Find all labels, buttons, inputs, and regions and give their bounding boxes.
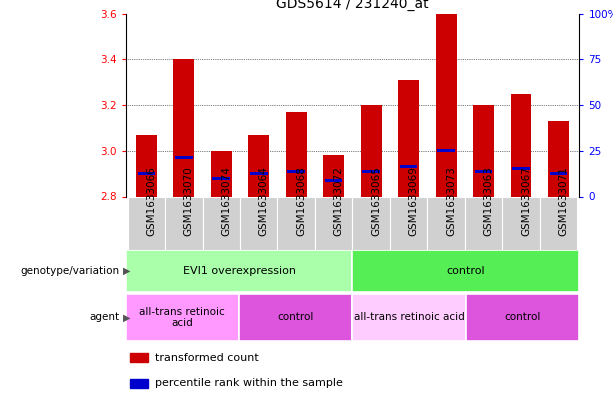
Bar <box>248 135 269 196</box>
Bar <box>325 179 343 182</box>
Bar <box>315 196 352 250</box>
Bar <box>361 105 381 196</box>
Bar <box>427 196 465 250</box>
Bar <box>473 105 494 196</box>
Bar <box>352 196 390 250</box>
Text: GSM1633065: GSM1633065 <box>371 166 381 236</box>
Text: control: control <box>504 312 541 322</box>
Bar <box>400 165 417 168</box>
Bar <box>286 112 306 196</box>
Bar <box>511 94 531 196</box>
Bar <box>549 121 569 196</box>
Text: GSM1633064: GSM1633064 <box>259 166 268 236</box>
Text: GSM1633074: GSM1633074 <box>221 166 231 236</box>
Text: GSM1633072: GSM1633072 <box>333 166 344 236</box>
Bar <box>175 156 192 159</box>
Bar <box>250 172 267 175</box>
Bar <box>550 172 568 175</box>
Text: control: control <box>446 266 485 276</box>
Bar <box>126 250 352 292</box>
Bar <box>466 294 579 341</box>
Bar <box>287 170 305 173</box>
Title: GDS5614 / 231240_at: GDS5614 / 231240_at <box>276 0 428 11</box>
Text: GSM1633067: GSM1633067 <box>521 166 531 236</box>
Text: control: control <box>278 312 314 322</box>
Bar <box>475 170 492 173</box>
Text: GSM1633068: GSM1633068 <box>296 166 306 236</box>
Bar <box>173 59 194 196</box>
Bar <box>239 294 352 341</box>
Bar <box>130 353 148 362</box>
Bar <box>362 170 380 173</box>
Text: agent: agent <box>89 312 120 322</box>
Text: all-trans retinoic acid: all-trans retinoic acid <box>354 312 465 322</box>
Bar <box>352 294 466 341</box>
Bar <box>165 196 202 250</box>
Bar <box>465 196 503 250</box>
Text: percentile rank within the sample: percentile rank within the sample <box>155 378 343 388</box>
Bar <box>512 167 530 171</box>
Text: GSM1633070: GSM1633070 <box>184 166 194 236</box>
Text: GSM1633069: GSM1633069 <box>409 166 419 236</box>
Bar <box>128 196 165 250</box>
Text: genotype/variation: genotype/variation <box>20 266 120 276</box>
Bar <box>436 14 457 196</box>
Text: transformed count: transformed count <box>155 353 259 363</box>
Bar <box>240 196 278 250</box>
Bar <box>213 176 230 180</box>
Bar <box>352 250 579 292</box>
Text: ▶: ▶ <box>123 312 130 322</box>
Bar <box>278 196 315 250</box>
Text: EVI1 overexpression: EVI1 overexpression <box>183 266 295 276</box>
Bar <box>137 172 155 175</box>
Bar <box>438 149 455 152</box>
Text: GSM1633073: GSM1633073 <box>446 166 456 236</box>
Bar <box>136 135 156 196</box>
Bar <box>126 294 239 341</box>
Bar <box>324 155 344 196</box>
Text: GSM1633071: GSM1633071 <box>558 166 569 236</box>
Bar <box>130 379 148 388</box>
Text: ▶: ▶ <box>123 266 130 276</box>
Bar <box>398 80 419 196</box>
Bar <box>540 196 577 250</box>
Bar <box>503 196 540 250</box>
Text: GSM1633063: GSM1633063 <box>484 166 493 236</box>
Text: GSM1633066: GSM1633066 <box>147 166 156 236</box>
Text: all-trans retinoic
acid: all-trans retinoic acid <box>140 307 225 328</box>
Bar <box>211 151 232 196</box>
Bar <box>390 196 427 250</box>
Bar <box>202 196 240 250</box>
